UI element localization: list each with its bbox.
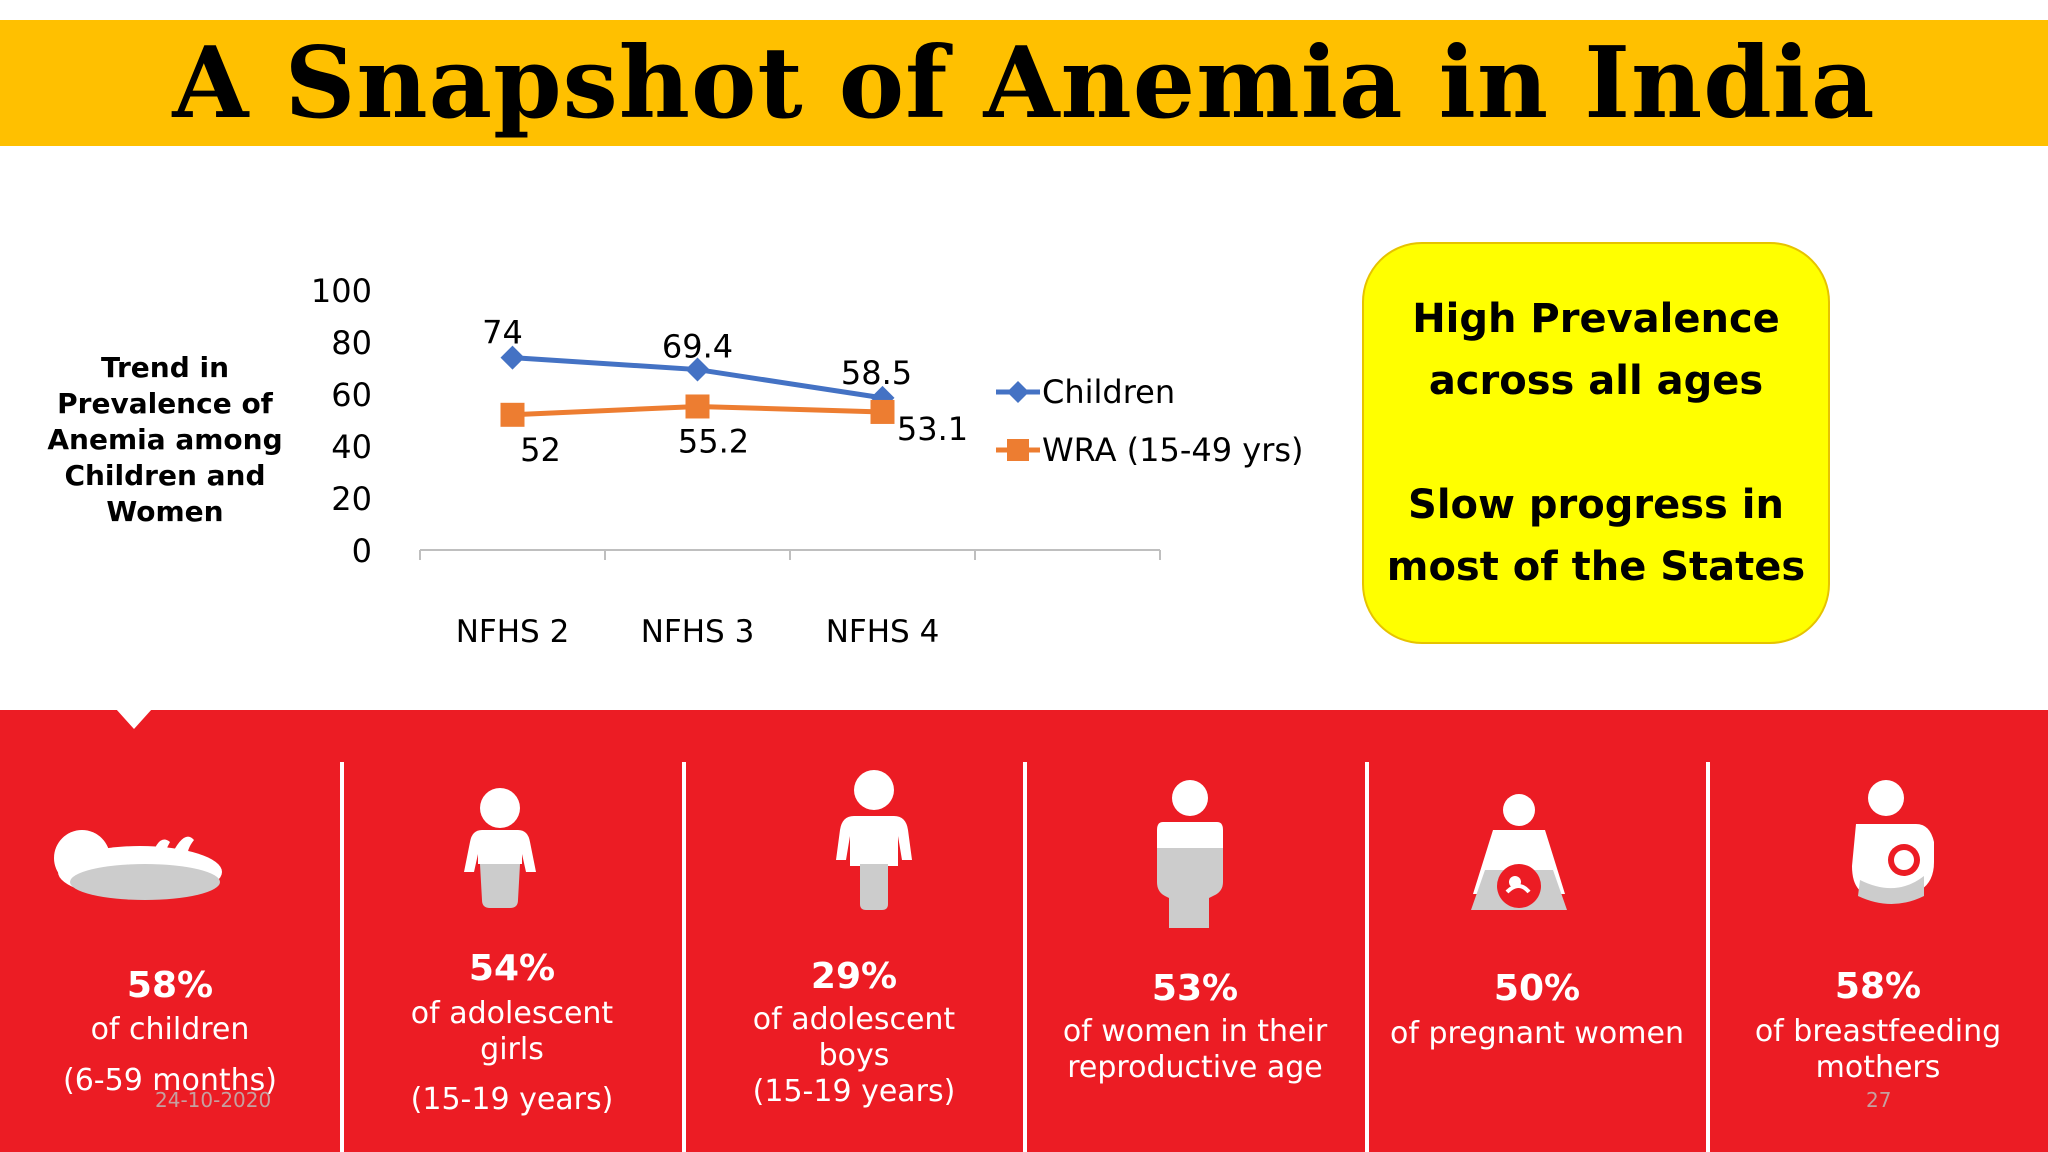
stat-adolescent-boys: 29% of adolescent boys (15-19 years) — [684, 760, 1024, 1152]
legend-label: Children — [1042, 373, 1175, 411]
divider — [1365, 762, 1369, 1152]
pregnant-woman-icon — [1471, 794, 1567, 910]
chart-side-title: Trend in Prevalence of Anemia among Chil… — [47, 351, 283, 528]
x-category-label: NFHS 2 — [456, 614, 570, 650]
stat-description-2: girls — [480, 1032, 544, 1067]
page-title: A Snapshot of Anemia in India — [172, 25, 1876, 141]
footer-page-number: 27 — [1866, 1088, 1892, 1112]
adolescent-boy-icon — [836, 770, 912, 910]
stat-years: (6-59 months) — [62, 1063, 278, 1098]
data-label: 69.4 — [662, 328, 733, 366]
stat-percentage: 50% — [1493, 968, 1581, 1009]
stat-women-reproductive-age: 53% of women in their reproductive age — [1025, 760, 1365, 1152]
stat-description-2: mothers — [1815, 1050, 1941, 1085]
stat-years: (15-19 years) — [752, 1074, 956, 1109]
divider — [1706, 762, 1710, 1152]
stat-description: of adolescent — [752, 1002, 956, 1037]
footer-date: 24-10-2020 — [155, 1088, 272, 1112]
data-label: 53.1 — [897, 410, 968, 448]
stat-description-2: reproductive age — [1067, 1050, 1323, 1085]
infant-icon — [54, 830, 222, 900]
y-tick-label: 100 — [311, 272, 372, 310]
stat-description: of adolescent — [410, 996, 614, 1031]
y-tick-label: 40 — [331, 428, 372, 466]
legend-label: WRA (15-49 yrs) — [1042, 431, 1304, 469]
highlight-line-1: High Prevalence — [1412, 296, 1780, 342]
legend-marker-square — [1007, 439, 1029, 461]
stat-percentage: 29% — [810, 956, 898, 997]
woman-icon — [1157, 780, 1223, 928]
stat-percentage: 58% — [126, 965, 214, 1006]
stat-description: of children — [90, 1012, 250, 1047]
stat-percentage: 54% — [468, 948, 556, 989]
series-marker-square — [500, 402, 525, 427]
stat-percentage: 53% — [1151, 968, 1239, 1009]
stat-adolescent-girls: 54% of adolescent girls (15-19 years) — [342, 760, 682, 1152]
series-marker-square — [685, 394, 710, 419]
breastfeeding-mother-icon — [1852, 780, 1934, 904]
divider — [1023, 762, 1027, 1152]
highlight-line-2: across all ages — [1428, 358, 1764, 404]
stat-description: of pregnant women — [1390, 1016, 1684, 1051]
stat-description: of breastfeeding — [1754, 1014, 2002, 1049]
data-label: 58.5 — [841, 354, 912, 392]
band-notch — [116, 709, 152, 729]
x-category-label: NFHS 3 — [641, 614, 755, 650]
stat-years: (15-19 years) — [410, 1082, 614, 1117]
series-marker-diamond — [685, 357, 710, 382]
legend-marker-diamond — [1007, 381, 1029, 403]
stat-percentage: 58% — [1834, 966, 1922, 1007]
data-label: 55.2 — [678, 422, 749, 460]
x-category-label: NFHS 4 — [826, 614, 940, 650]
y-tick-label: 80 — [331, 324, 372, 362]
stat-description-2: boys — [818, 1038, 890, 1073]
title-bar: A Snapshot of Anemia in India — [0, 20, 2048, 146]
series-marker-diamond — [500, 345, 525, 370]
series-marker-square — [870, 399, 895, 424]
data-label: 74 — [482, 314, 523, 352]
y-tick-label: 0 — [352, 532, 372, 570]
divider — [682, 762, 686, 1152]
highlight-box: High Prevalence across all ages Slow pro… — [1362, 242, 1830, 644]
stat-breastfeeding-mothers: 58% of breastfeeding mothers — [1708, 760, 2048, 1152]
y-tick-label: 60 — [331, 376, 372, 414]
anemia-trend-chart: 0 20 40 60 80 100 NFHS 2 NFHS 3 NFHS 4 74 69.4 58.5… — [311, 272, 1304, 650]
y-tick-label: 20 — [331, 480, 372, 518]
stat-children: 58% of children (6-59 months) — [0, 760, 340, 1152]
stat-pregnant-women: 50% of pregnant women — [1367, 760, 1707, 1152]
highlight-line-4: most of the States — [1386, 544, 1806, 590]
adolescent-girl-icon — [464, 788, 536, 908]
divider — [340, 762, 344, 1152]
highlight-line-3: Slow progress in — [1408, 482, 1784, 528]
stat-description: of women in their — [1062, 1014, 1328, 1049]
data-label: 52 — [520, 431, 561, 469]
